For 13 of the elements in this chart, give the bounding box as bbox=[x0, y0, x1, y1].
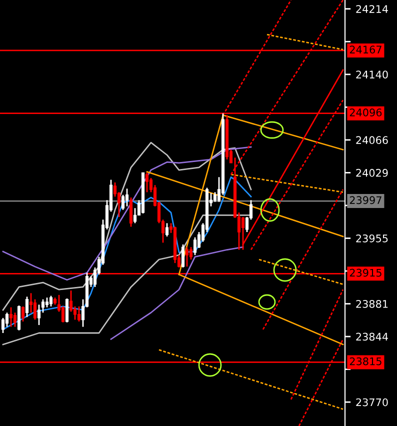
y-tick-label: 24066 bbox=[356, 136, 388, 144]
y-tick-label: 24029 bbox=[356, 168, 388, 177]
y-tick-label: 24214 bbox=[356, 5, 388, 13]
y-tick-label: 24140 bbox=[356, 70, 388, 78]
y-tick-label: 23844 bbox=[356, 332, 388, 341]
y-tick-label: 23770 bbox=[356, 398, 388, 406]
ref-line-label: 23915 bbox=[350, 268, 382, 277]
ref-line-label: 23997 bbox=[350, 196, 382, 204]
y-tick-label: 23955 bbox=[356, 234, 388, 242]
ref-line-label: 24167 bbox=[350, 46, 382, 54]
ref-line-label: 24096 bbox=[350, 108, 382, 116]
ref-line-label: 23815 bbox=[350, 357, 382, 366]
y-tick-label: 23881 bbox=[356, 300, 388, 308]
